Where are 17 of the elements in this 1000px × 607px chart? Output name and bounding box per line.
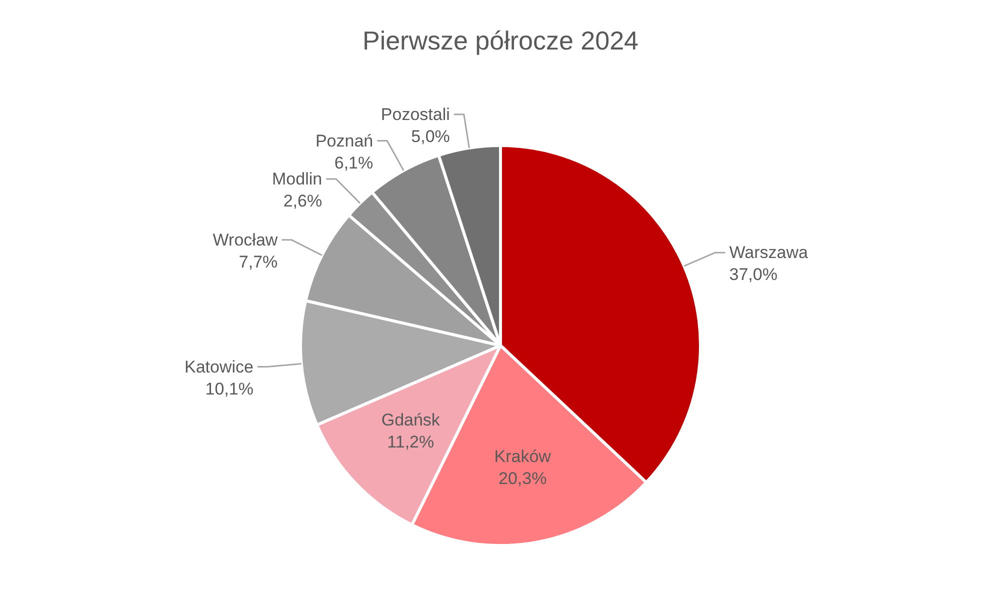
data-label: 20,3% xyxy=(498,469,547,488)
slice-label: Katowice xyxy=(184,357,254,376)
data-label: 10,1% xyxy=(205,379,254,398)
slice-label: Poznań xyxy=(315,131,374,150)
slice-label: Wrocław xyxy=(212,230,278,250)
chart-title: Pierwsze półrocze 2024 xyxy=(362,26,639,56)
data-label: 7,7% xyxy=(238,252,278,272)
data-label: 11,2% xyxy=(387,432,434,452)
slice-label: Kraków xyxy=(494,447,552,466)
data-label: 6,1% xyxy=(334,153,374,172)
slice-label: Modlin xyxy=(272,170,322,188)
data-label: 37,0% xyxy=(729,265,778,284)
slice-label: Warszawa xyxy=(729,243,809,262)
slice-label: Gdańsk xyxy=(381,410,440,430)
data-label: 5,0% xyxy=(411,126,450,146)
data-label: 2,6% xyxy=(283,192,322,210)
slice-label: Pozostali xyxy=(380,104,450,124)
